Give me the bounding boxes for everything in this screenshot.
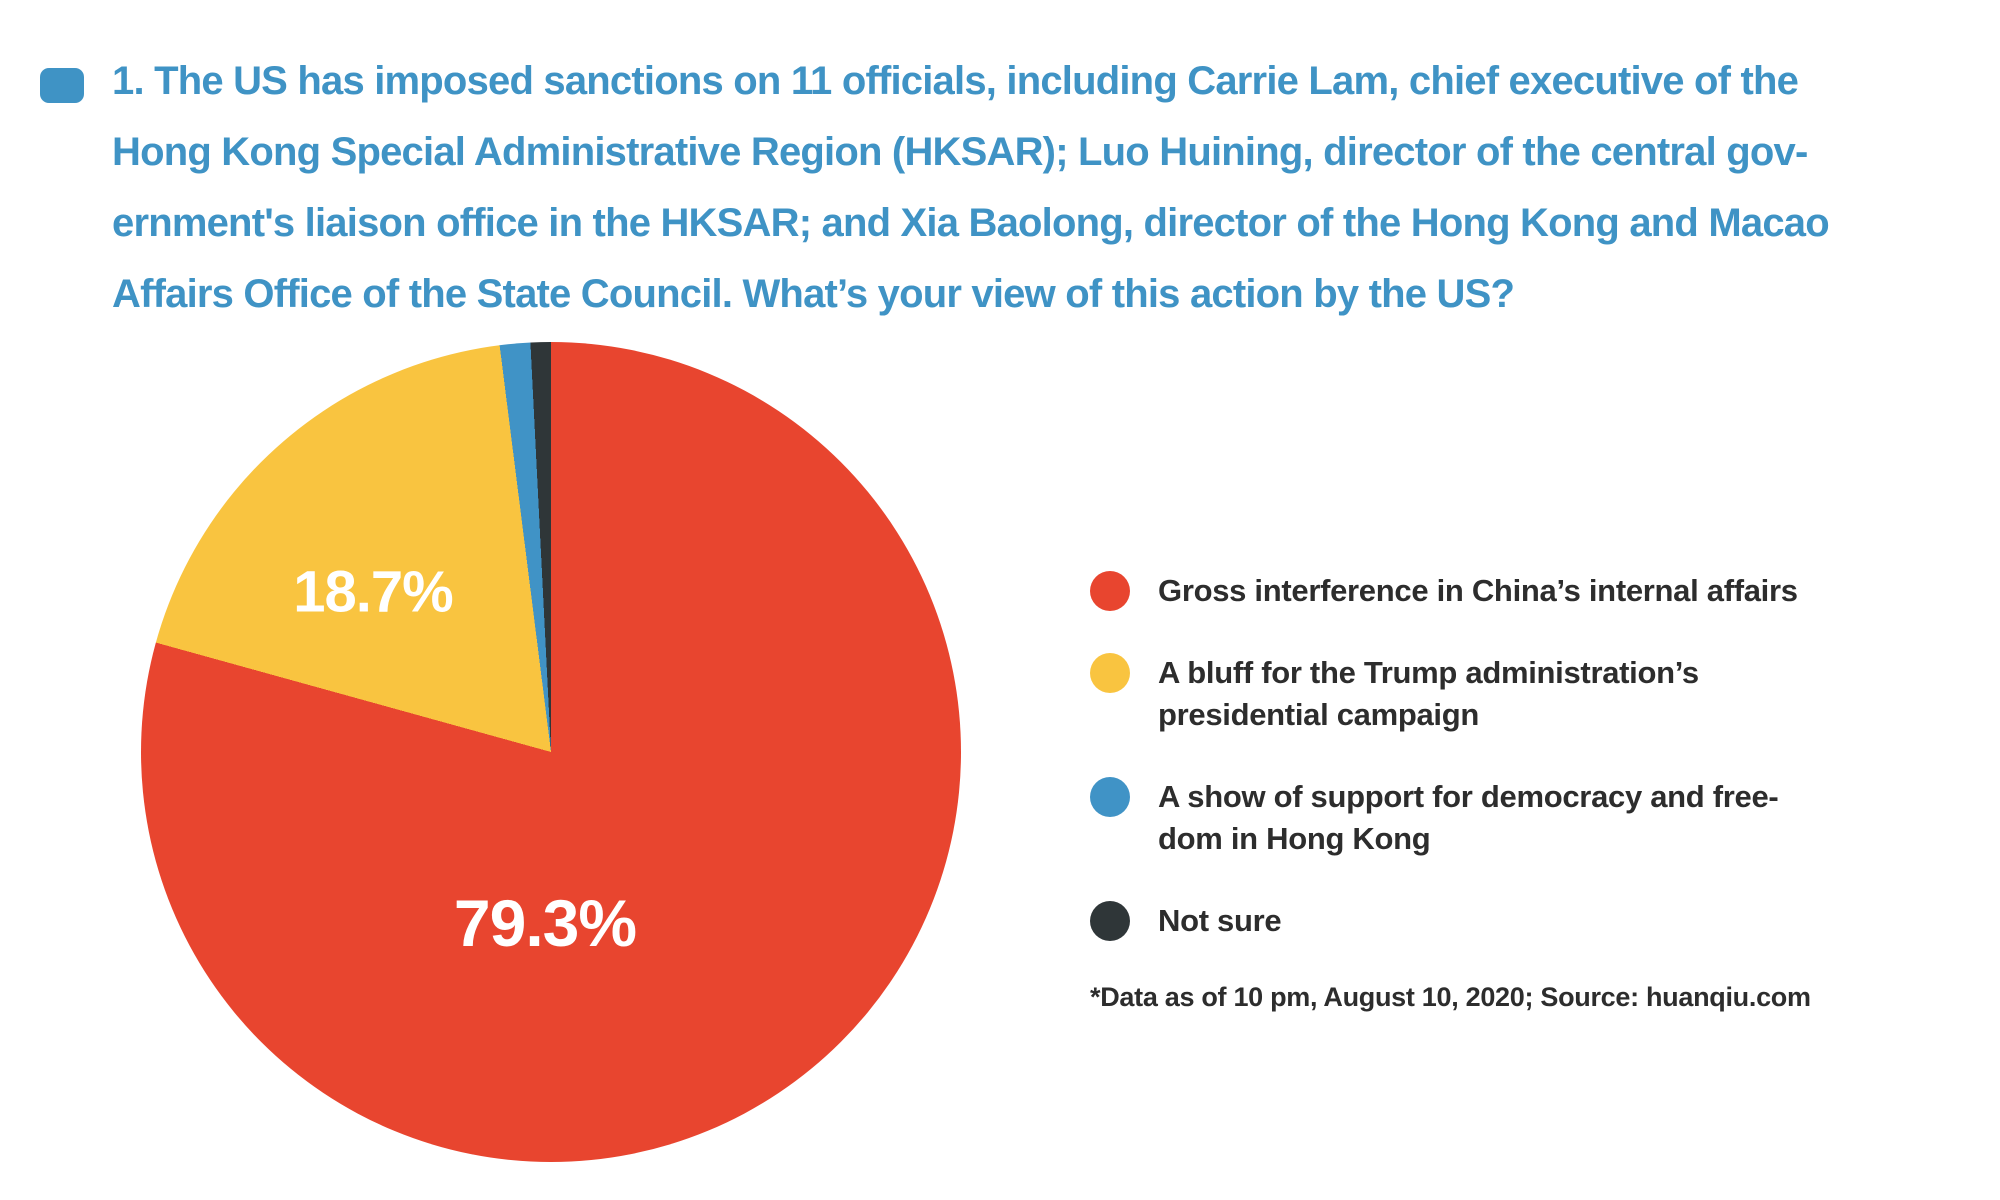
- question-bullet-icon: [40, 68, 84, 103]
- legend-label-blue: A show of support for democracy and free…: [1158, 779, 1779, 856]
- pie-slice-label-red: 79.3%: [453, 886, 637, 960]
- legend-dot-dark-icon: [1090, 901, 1130, 941]
- question-title: 1. The US has imposed sanctions on 11 of…: [112, 46, 1992, 330]
- source-note: *Data as of 10 pm, August 10, 2020; Sour…: [1090, 982, 1811, 1012]
- legend-item-red: Gross interference in China’s internal a…: [1090, 570, 1970, 612]
- legend-label-dark: Not sure: [1158, 903, 1282, 938]
- legend-dot-yellow-icon: [1090, 653, 1130, 693]
- legend: Gross interference in China’s internal a…: [1090, 570, 1970, 1013]
- question-title-line: ernment's liaison office in the HKSAR; a…: [112, 201, 1830, 245]
- question-title-line: Hong Kong Special Administrative Region …: [112, 130, 1808, 174]
- legend-item-dark: Not sure: [1090, 900, 1970, 942]
- legend-dot-blue-icon: [1090, 777, 1130, 817]
- legend-dot-red-icon: [1090, 571, 1130, 611]
- legend-label-red: Gross interference in China’s internal a…: [1158, 573, 1798, 608]
- legend-item-blue: A show of support for democracy and free…: [1090, 776, 1970, 860]
- pie-chart-area: 18.7% 79.3%: [141, 342, 961, 1162]
- pie-slice-label-yellow: 18.7%: [293, 559, 453, 625]
- pie-chart: [141, 342, 961, 1162]
- question-title-line: 1. The US has imposed sanctions on 11 of…: [112, 59, 1799, 103]
- legend-label-yellow: A bluff for the Trump administration’s p…: [1158, 655, 1699, 732]
- legend-item-yellow: A bluff for the Trump administration’s p…: [1090, 652, 1970, 736]
- question-title-line: Affairs Office of the State Council. Wha…: [112, 272, 1515, 316]
